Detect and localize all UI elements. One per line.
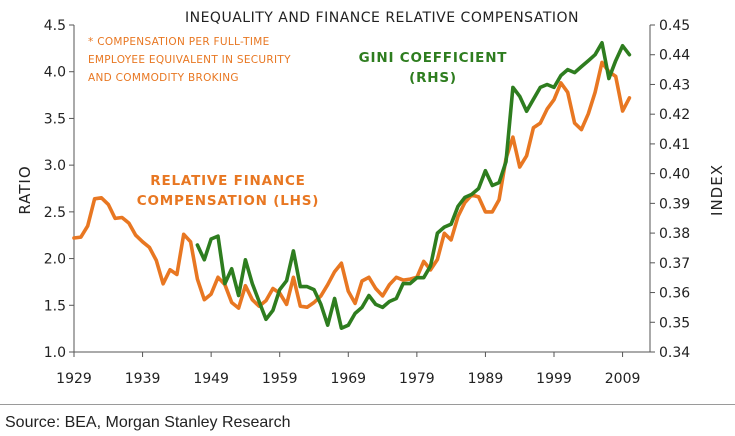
left-axis-ticks: 1.0 1.5 2.0 2.5 3.0 3.5 4.0 4.5 — [44, 18, 74, 361]
x-tick-label: 1949 — [193, 371, 229, 387]
finance-compensation-line — [72, 60, 632, 310]
footer-rule — [0, 404, 735, 405]
left-tick-label: 2.0 — [44, 252, 66, 268]
finance-series-label: RELATIVE FINANCE COMPENSATION (LHS) — [137, 173, 319, 209]
footnote: * COMPENSATION PER FULL-TIME EMPLOYEE EQ… — [88, 36, 291, 84]
gini-label-line-1: GINI COEFFICIENT — [359, 50, 508, 66]
x-tick-label: 1929 — [56, 371, 92, 387]
right-tick-label: 0.39 — [659, 196, 690, 212]
x-tick-label: 1939 — [125, 371, 161, 387]
right-tick-label: 0.38 — [659, 226, 690, 242]
chart-title: INEQUALITY AND FINANCE RELATIVE COMPENSA… — [185, 10, 579, 26]
gini-label-line-2: (RHS) — [409, 70, 457, 86]
x-tick-label: 1999 — [536, 371, 572, 387]
finance-label-line-2: COMPENSATION (LHS) — [137, 193, 319, 209]
left-tick-label: 4.5 — [44, 18, 66, 34]
right-axis-ticks: 0.34 0.35 0.36 0.37 0.38 0.39 0.40 0.41 0.42 0.43… — [650, 18, 690, 361]
x-tick-label: 1969 — [330, 371, 366, 387]
right-tick-label: 0.40 — [659, 167, 690, 183]
left-tick-label: 3.0 — [44, 158, 66, 174]
left-tick-label: 2.5 — [44, 205, 66, 221]
x-tick-label: 1979 — [399, 371, 435, 387]
left-tick-label: 1.0 — [44, 345, 66, 361]
footnote-line-1: * COMPENSATION PER FULL-TIME — [88, 36, 270, 48]
right-tick-label: 0.42 — [659, 107, 690, 123]
right-tick-label: 0.34 — [659, 345, 690, 361]
right-tick-label: 0.41 — [659, 137, 690, 153]
x-axis-ticks: 1929 1939 1949 1959 1969 1979 1989 1999 2009 — [56, 352, 640, 387]
x-tick-label: 2009 — [605, 371, 641, 387]
right-tick-label: 0.36 — [659, 286, 690, 302]
x-tick-label: 1989 — [468, 371, 504, 387]
x-tick-label: 1959 — [262, 371, 298, 387]
y-axis-label-left: RATIO — [16, 165, 34, 214]
left-tick-label: 3.5 — [44, 111, 66, 127]
right-tick-label: 0.43 — [659, 77, 690, 93]
right-tick-label: 0.44 — [659, 48, 690, 64]
right-tick-label: 0.45 — [659, 18, 690, 34]
right-tick-label: 0.35 — [659, 315, 690, 331]
left-tick-label: 4.0 — [44, 65, 66, 81]
footnote-line-2: EMPLOYEE EQUIVALENT IN SECURITY — [88, 54, 291, 66]
right-tick-label: 0.37 — [659, 256, 690, 272]
chart: INEQUALITY AND FINANCE RELATIVE COMPENSA… — [16, 10, 726, 387]
gini-series-label: GINI COEFFICIENT (RHS) — [359, 50, 508, 86]
finance-label-line-1: RELATIVE FINANCE — [150, 173, 305, 189]
left-tick-label: 1.5 — [44, 298, 66, 314]
footnote-line-3: AND COMMODITY BROKING — [88, 72, 239, 84]
source-note: Source: BEA, Morgan Stanley Research — [5, 414, 291, 431]
series-lines — [72, 40, 632, 331]
y-axis-label-right: INDEX — [708, 164, 726, 216]
gini-coefficient-line — [195, 40, 632, 331]
